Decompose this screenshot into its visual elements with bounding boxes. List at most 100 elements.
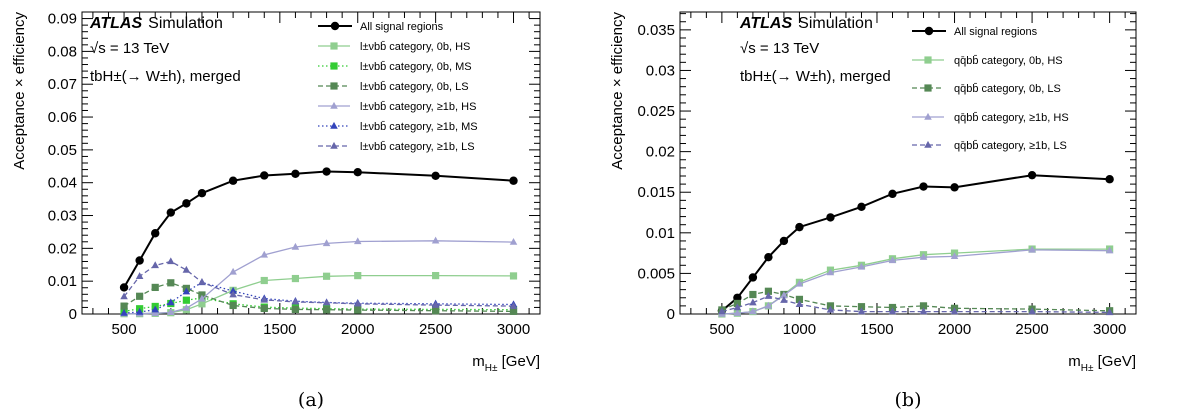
data-point bbox=[509, 307, 518, 315]
data-point bbox=[795, 279, 804, 287]
y-tick-label: 0.03 bbox=[48, 208, 77, 225]
data-point bbox=[857, 307, 866, 315]
y-tick-label: 0.005 bbox=[637, 265, 675, 282]
x-tick-label: 500 bbox=[112, 321, 137, 338]
data-point bbox=[749, 298, 757, 306]
legend-marker bbox=[924, 112, 932, 120]
energy-label: √s = 13 TeV bbox=[740, 40, 819, 57]
series-4 bbox=[718, 291, 1114, 316]
data-point bbox=[353, 167, 362, 177]
y-tick-label: 0.08 bbox=[48, 43, 77, 60]
legend-entry: l±νbb̄ category, ≥1b, MS bbox=[360, 120, 478, 133]
data-point bbox=[260, 276, 268, 285]
data-point bbox=[322, 272, 331, 280]
data-point bbox=[151, 229, 160, 238]
y-tick-label: 0.04 bbox=[48, 175, 77, 192]
data-point bbox=[198, 294, 206, 302]
data-point bbox=[119, 283, 129, 292]
data-point bbox=[749, 307, 757, 315]
data-point bbox=[182, 199, 191, 208]
data-point bbox=[354, 271, 362, 280]
y-tick-label: 0.035 bbox=[637, 22, 675, 39]
data-point bbox=[151, 305, 159, 313]
data-point bbox=[795, 222, 804, 232]
data-point bbox=[748, 273, 758, 282]
data-point bbox=[888, 307, 897, 315]
data-point bbox=[197, 189, 207, 198]
legend-entry: All signal regions bbox=[360, 21, 444, 33]
data-point bbox=[857, 262, 866, 270]
series-line bbox=[721, 295, 1110, 314]
data-point bbox=[1105, 308, 1114, 316]
series-line bbox=[721, 290, 1110, 312]
legend-marker bbox=[924, 140, 932, 148]
legend-entry: l±νbb̄ category, 0b, HS bbox=[360, 40, 470, 53]
legend-entry: qq̄bb̄ category, 0b, LS bbox=[954, 82, 1061, 95]
data-point bbox=[182, 296, 190, 304]
experiment-label: ATLAS Simulation bbox=[89, 15, 223, 32]
data-point bbox=[354, 306, 362, 314]
series-line bbox=[123, 260, 514, 307]
data-point bbox=[1028, 307, 1036, 315]
data-point bbox=[229, 290, 237, 298]
data-point bbox=[919, 307, 928, 315]
data-point bbox=[135, 256, 144, 265]
data-point bbox=[795, 300, 804, 307]
data-point bbox=[1105, 175, 1114, 184]
process-label: tbH±(→ W±h), merged bbox=[740, 68, 891, 85]
data-point bbox=[135, 307, 144, 315]
data-point bbox=[857, 303, 866, 311]
series-line bbox=[721, 249, 1110, 315]
data-point bbox=[718, 307, 726, 315]
data-point bbox=[322, 167, 331, 176]
energy-label: √s = 13 TeV bbox=[90, 40, 169, 57]
legend-marker bbox=[924, 84, 932, 92]
data-point bbox=[322, 239, 331, 247]
legend-marker bbox=[330, 101, 338, 109]
data-point bbox=[322, 298, 331, 306]
x-tick-label: 1500 bbox=[860, 321, 893, 338]
data-point bbox=[1028, 245, 1036, 253]
data-point bbox=[167, 279, 175, 287]
chart-panel-b: 0 0.005 0.01 0.015 0.02 0.025 0.03 0.035 500 1000… bbox=[609, 11, 1137, 411]
x-tick-label: 1000 bbox=[185, 321, 218, 338]
data-point bbox=[260, 295, 269, 303]
data-point bbox=[950, 307, 959, 315]
legend: All signal regions l±νbb̄ category, 0b, H… bbox=[318, 21, 478, 153]
y-tick-label: 0.06 bbox=[48, 109, 77, 126]
data-point bbox=[826, 268, 835, 276]
data-point bbox=[291, 169, 300, 179]
x-tick-label: 1500 bbox=[263, 321, 296, 338]
data-point bbox=[779, 236, 789, 246]
y-tick-label: 0 bbox=[69, 306, 77, 323]
data-point bbox=[120, 292, 128, 300]
data-point bbox=[151, 261, 159, 269]
data-point bbox=[431, 300, 440, 308]
plot-frame bbox=[81, 11, 541, 315]
data-point bbox=[1105, 246, 1114, 254]
data-point bbox=[136, 292, 144, 300]
data-point bbox=[229, 286, 237, 294]
data-point bbox=[120, 302, 128, 310]
data-point bbox=[260, 250, 269, 258]
data-point bbox=[733, 309, 742, 316]
legend-entry: qq̄bb̄ category, 0b, HS bbox=[954, 54, 1063, 67]
data-point bbox=[764, 301, 773, 309]
data-point bbox=[780, 296, 788, 303]
series-2 bbox=[718, 287, 1114, 315]
data-point bbox=[260, 171, 269, 180]
y-tick-label: 0.03 bbox=[646, 62, 675, 79]
data-point bbox=[431, 236, 440, 244]
data-point bbox=[229, 267, 237, 275]
x-tick-label: 3000 bbox=[1093, 321, 1126, 338]
data-point bbox=[151, 283, 159, 292]
y-tick-label: 0 bbox=[667, 306, 675, 323]
y-tick-label: 0.02 bbox=[646, 144, 675, 161]
legend-marker bbox=[330, 82, 338, 90]
data-point bbox=[431, 171, 440, 181]
legend-marker bbox=[924, 56, 932, 64]
series-line bbox=[721, 248, 1110, 315]
series-line bbox=[123, 170, 514, 288]
x-tick-label: 2500 bbox=[419, 321, 452, 338]
data-point bbox=[228, 176, 238, 185]
